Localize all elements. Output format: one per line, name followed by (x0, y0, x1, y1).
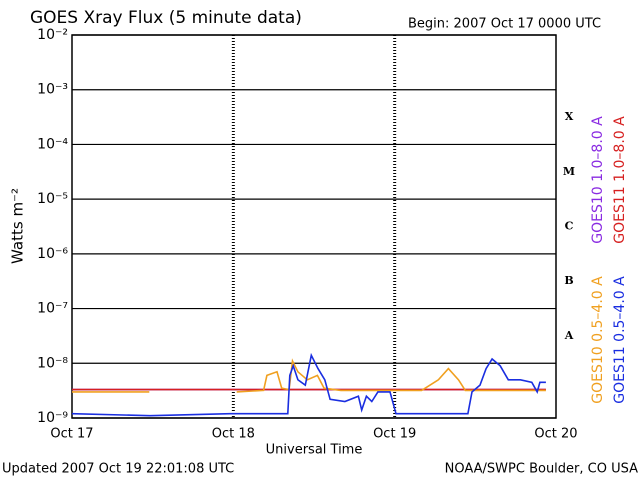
y-tick-label: 10⁻⁴ (37, 136, 68, 152)
footer-left: Updated 2007 Oct 19 22:01:08 UTC (2, 462, 234, 477)
series-line (71, 352, 546, 417)
x-tick-label: Oct 20 (534, 427, 577, 442)
y-axis-label: Watts m⁻² (9, 188, 27, 264)
series-line (72, 358, 546, 393)
flare-class-label: C (565, 220, 574, 233)
y-tick-label: 10⁻⁹ (37, 410, 68, 426)
legend-entry: GOES11 1.0–8.0 A (612, 116, 628, 244)
y-tick-label: 10⁻² (37, 27, 68, 43)
x-tick-label: Oct 17 (50, 427, 93, 442)
legend-entry: GOES11 0.5–4.0 A (612, 276, 628, 404)
flare-class-label: X (565, 110, 574, 123)
x-tick-label: Oct 19 (373, 427, 416, 442)
x-axis-label: Universal Time (266, 443, 363, 458)
flare-class-label: M (563, 165, 575, 178)
y-tick-label: 10⁻³ (37, 82, 68, 98)
legend-entry: GOES10 0.5–4.0 A (590, 276, 606, 404)
chart-title: GOES Xray Flux (5 minute data) (30, 8, 302, 28)
y-tick-label: 10⁻⁸ (37, 355, 68, 371)
footer-right: NOAA/SWPC Boulder, CO USA (445, 462, 638, 477)
x-tick-label: Oct 18 (212, 427, 255, 442)
y-tick-label: 10⁻⁷ (37, 301, 68, 317)
y-tick-label: 10⁻⁶ (37, 246, 68, 262)
y-tick-label: 10⁻⁵ (37, 191, 68, 207)
chart-subtitle: Begin: 2007 Oct 17 0000 UTC (408, 17, 601, 32)
flare-class-label: B (564, 274, 573, 287)
flare-class-label: A (564, 329, 574, 342)
legend-entry: GOES10 1.0–8.0 A (590, 116, 606, 244)
